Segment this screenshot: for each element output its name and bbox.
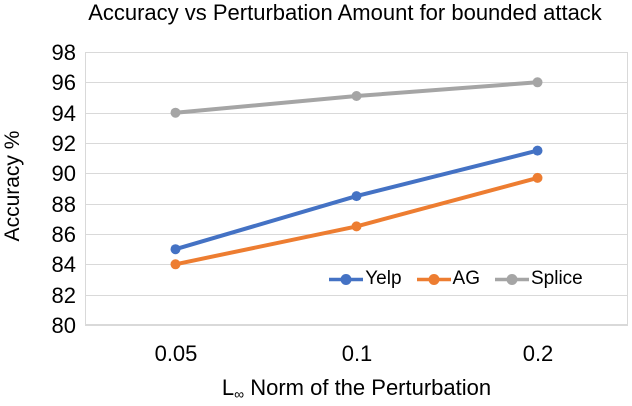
data-point-splice-1: [351, 91, 362, 101]
data-point-splice-0: [170, 107, 181, 118]
data-point-splice-2: [532, 77, 543, 88]
x-axis-title-infinity-subscript: ∞: [234, 386, 245, 402]
y-tick-label-94: 94: [51, 101, 76, 126]
series-line-ag: [173, 175, 540, 267]
data-point-ag-2: [532, 172, 543, 183]
legend: Yelp AG Splice: [300, 266, 612, 292]
y-tick-label-88: 88: [51, 192, 76, 217]
legend-label: AG: [452, 268, 480, 289]
y-tick-label-84: 84: [51, 252, 76, 277]
chart-title: Accuracy vs Perturbation Amount for boun…: [88, 0, 602, 25]
x-axis-title-base: L: [221, 375, 235, 400]
legend-item-yelp: Yelp: [329, 266, 402, 292]
x-axis-title-rest: Norm of the Perturbation: [244, 375, 492, 400]
legend-label: Yelp: [365, 268, 402, 289]
x-axis-title: L∞ Norm of the Perturbation: [85, 375, 628, 406]
y-tick-label-96: 96: [51, 70, 76, 95]
x-tick-label-0.2: 0.2: [522, 341, 554, 366]
data-point-ag-0: [170, 259, 181, 270]
legend-marker-ag-icon: [416, 273, 451, 285]
y-tick-label-82: 82: [51, 283, 76, 308]
y-tick-label-98: 98: [51, 40, 76, 65]
legend-label: Splice: [531, 268, 583, 289]
x-tick-label-0.1: 0.1: [341, 341, 373, 366]
y-tick-label-86: 86: [51, 222, 76, 247]
data-point-ag-1: [351, 221, 362, 232]
data-point-yelp-2: [532, 145, 543, 156]
data-point-yelp-1: [351, 191, 362, 202]
x-tick-label-0.05: 0.05: [154, 341, 198, 366]
y-tick-label-90: 90: [51, 161, 76, 186]
legend-marker-yelp-icon: [329, 273, 364, 285]
legend-item-ag: AG: [416, 266, 480, 292]
legend-marker-splice-icon: [495, 273, 529, 285]
plot-border: [85, 52, 628, 325]
legend-item-splice: Splice: [495, 266, 583, 292]
y-tick-label-80: 80: [51, 313, 76, 338]
data-point-yelp-0: [170, 244, 181, 255]
y-tick-label-92: 92: [51, 131, 76, 156]
